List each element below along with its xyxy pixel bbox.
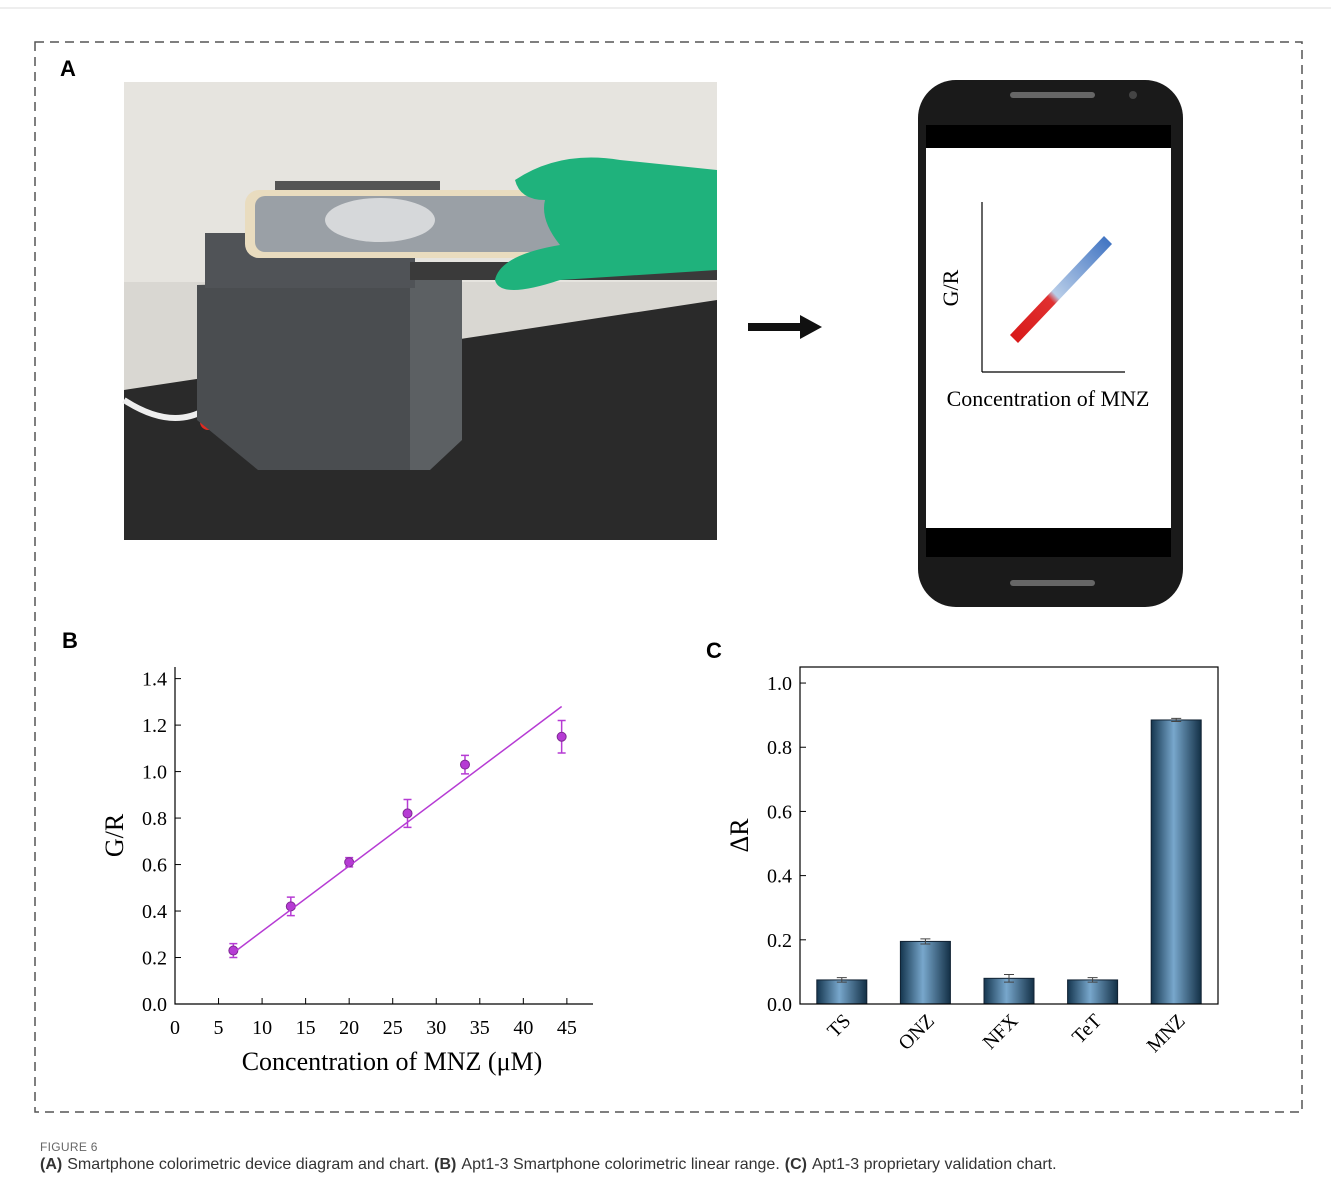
page: A G/R Concentration of MNZ B 0 5 10 15 20 25 30… — [0, 0, 1331, 1196]
device-photo — [124, 82, 717, 540]
y-tick-label: 0.8 — [142, 808, 167, 830]
caption: FIGURE 6 (A) Smartphone colorimetric devi… — [40, 1140, 1300, 1174]
y-tick-label: 0.8 — [767, 737, 792, 759]
point — [460, 760, 469, 769]
x-tick-label: 25 — [383, 1017, 403, 1039]
x-axis-label: Concentration of MNZ (μM) — [242, 1047, 543, 1076]
y-tick-label: 0.6 — [767, 801, 792, 823]
x-tick-label: MNZ — [1143, 1010, 1190, 1057]
x-tick-label: 0 — [170, 1017, 180, 1039]
x-tick-label: 20 — [339, 1017, 359, 1039]
panel-label: C — [706, 638, 722, 663]
screen-y-label: G/R — [938, 269, 963, 306]
x-tick-label: 40 — [513, 1017, 533, 1039]
y-tick-label: 0.2 — [767, 930, 792, 952]
x-tick-label: 45 — [557, 1017, 577, 1039]
x-tick-label: 35 — [470, 1017, 490, 1039]
bar — [1151, 720, 1201, 1004]
caption-part: (B) Apt1-3 Smartphone colorimetric linear… — [434, 1156, 780, 1173]
y-tick-label: 1.4 — [142, 669, 167, 691]
caption-part: (C) Apt1-3 proprietary validation chart. — [785, 1156, 1057, 1173]
x-tick-label: TS — [823, 1010, 855, 1042]
point — [557, 732, 566, 741]
fit-line — [233, 707, 561, 953]
y-tick-label: 0.4 — [767, 866, 792, 888]
phone — [918, 80, 1183, 607]
bar — [900, 941, 950, 1004]
point — [403, 809, 412, 818]
caption-body: Smartphone colorimetric device diagram a… — [67, 1156, 429, 1173]
figure-label: FIGURE 6 — [40, 1140, 1300, 1154]
x-tick-label: 30 — [426, 1017, 446, 1039]
caption-body: Apt1-3 proprietary validation chart. — [812, 1156, 1057, 1173]
panel-label: A — [60, 56, 76, 81]
y-axis-label: G/R — [100, 813, 129, 857]
y-axis-label: ΔR — [725, 818, 754, 853]
y-tick-label: 1.2 — [142, 715, 167, 737]
x-tick-label: 15 — [296, 1017, 316, 1039]
y-tick-label: 0.4 — [142, 901, 167, 923]
caption-text: (A) Smartphone colorimetric device diagra… — [40, 1156, 1300, 1174]
screen-x-label: Concentration of MNZ — [947, 386, 1150, 411]
bar — [817, 980, 867, 1004]
caption-part: (A) Smartphone colorimetric device diagra… — [40, 1156, 429, 1173]
y-tick-label: 1.0 — [142, 762, 167, 784]
caption-body: Apt1-3 Smartphone colorimetric linear ra… — [461, 1156, 779, 1173]
x-tick-label: TeT — [1068, 1010, 1106, 1048]
x-tick-label: NFX — [979, 1010, 1023, 1054]
y-tick-label: 1.0 — [767, 673, 792, 695]
caption-tag: (A) — [40, 1156, 62, 1173]
axes — [175, 667, 593, 1004]
x-tick-label: ONZ — [894, 1010, 939, 1055]
y-tick-label: 0.0 — [142, 994, 167, 1016]
x-tick-label: 10 — [252, 1017, 272, 1039]
x-tick-label: 5 — [214, 1017, 224, 1039]
y-tick-label: 0.0 — [767, 994, 792, 1016]
y-tick-label: 0.6 — [142, 855, 167, 877]
panel-label: B — [62, 628, 78, 653]
figure: A G/R Concentration of MNZ B 0 5 10 15 20 25 30… — [0, 0, 1331, 1130]
y-tick-label: 0.2 — [142, 948, 167, 970]
bar — [1068, 980, 1118, 1004]
caption-tag: (B) — [434, 1156, 456, 1173]
caption-tag: (C) — [785, 1156, 807, 1173]
arrow — [748, 315, 822, 339]
